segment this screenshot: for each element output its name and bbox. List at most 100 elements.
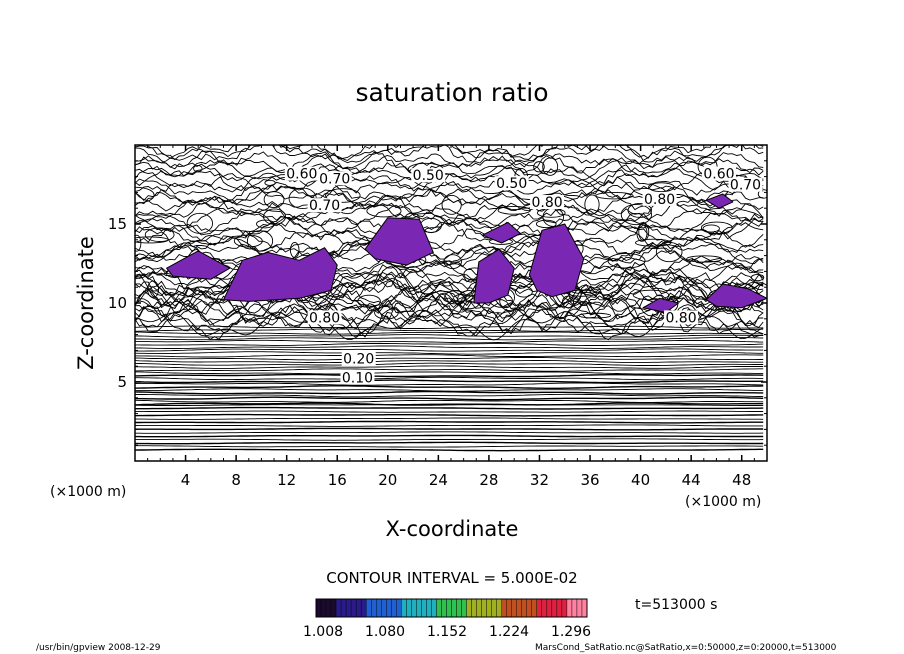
contour-label-bg-8 — [642, 191, 677, 206]
contour-cell-62 — [515, 285, 533, 298]
contour-cell-54 — [757, 189, 767, 199]
contour-line-4 — [135, 434, 764, 438]
purple-region-2 — [364, 217, 434, 266]
footer-left: /usr/bin/gpview 2008-12-29 — [36, 643, 161, 653]
contour-label-bg-1 — [317, 171, 352, 186]
purple-region-5 — [528, 223, 585, 298]
contour-cell-16 — [700, 221, 733, 234]
contour-line-34 — [135, 345, 764, 349]
contour-line-40 — [135, 328, 764, 332]
contour-line-37 — [135, 337, 764, 341]
colorbar-cell-28 — [456, 598, 462, 618]
y-tick-label-1: 10 — [108, 294, 127, 312]
colorbar-cell-31 — [471, 598, 477, 618]
purple-region-4 — [482, 221, 521, 244]
colorbar-cell-5 — [340, 598, 347, 618]
contour-cell-59 — [578, 312, 612, 319]
contour-cell-53 — [441, 195, 462, 215]
colorbar-cell-17 — [401, 598, 407, 618]
colorbar-cell-39 — [511, 598, 517, 618]
contour-cell-20 — [627, 202, 652, 218]
contour-cell-29 — [263, 208, 286, 225]
contour-cell-0 — [193, 164, 203, 173]
contour-line-2 — [135, 441, 764, 445]
contour-line-90 — [135, 145, 764, 164]
contour-line-48 — [135, 292, 764, 330]
colorbar-cell-19 — [411, 598, 417, 618]
supersaturation-regions — [166, 193, 767, 313]
contour-label-bg-2 — [411, 168, 446, 183]
contour-interval: CONTOUR INTERVAL = 5.000E-02 — [326, 569, 577, 587]
contour-line-24 — [135, 373, 764, 378]
contour-line-64 — [135, 253, 764, 280]
contour-label-bg-7 — [530, 195, 565, 210]
x-tick-label-3: 16 — [328, 471, 347, 489]
contour-line-81 — [135, 176, 764, 204]
contour-line-16 — [135, 396, 764, 401]
x-tick-label-2: 12 — [277, 471, 296, 489]
contour-line-89 — [135, 145, 764, 170]
colorbar-tick-label-4: 1.296 — [551, 624, 591, 640]
contour-line-29 — [135, 360, 764, 364]
colorbar-cell-53 — [581, 598, 588, 618]
contour-label-bg-11 — [341, 351, 376, 366]
contour-label-5: 0.70 — [730, 178, 761, 194]
x-tick-label-11: 48 — [732, 471, 751, 489]
colorbar-cell-22 — [426, 598, 432, 618]
colorbar-cell-48 — [556, 598, 563, 618]
contour-line-25 — [135, 371, 764, 375]
contour-line-15 — [135, 399, 764, 403]
y-tick-label-0: 5 — [117, 373, 127, 391]
contour-line-38 — [135, 334, 764, 338]
contour-line-5 — [135, 431, 764, 434]
colorbar-cell-42 — [526, 598, 532, 618]
colorbar-tick-label-2: 1.152 — [427, 624, 467, 640]
contour-label-3: 0.50 — [496, 176, 527, 192]
contour-label-7: 0.80 — [531, 195, 562, 211]
colorbar-cell-43 — [531, 598, 538, 618]
colorbar-cell-26 — [446, 598, 452, 618]
colorbar-cell-20 — [416, 598, 422, 618]
colorbar-tick-label-0: 1.008 — [303, 624, 343, 640]
contour-line-1 — [135, 445, 764, 448]
contour-line-10 — [135, 413, 764, 417]
purple-region-7 — [705, 283, 767, 309]
contour-line-28 — [135, 362, 764, 366]
colorbar-cell-1 — [320, 598, 327, 618]
contour-line-23 — [135, 376, 764, 381]
x-axis-label: X-coordinate — [386, 517, 519, 541]
contour-line-0 — [135, 448, 764, 452]
contour-cell-27 — [566, 289, 597, 297]
contour-cell-43 — [595, 192, 634, 200]
plot-area: 0.60 0.70 0.50 0.500.600.700.70 0.80 0.800.80… — [135, 145, 767, 461]
contour-line-19 — [135, 388, 764, 392]
purple-region-3 — [473, 248, 515, 304]
contour-cell-61 — [246, 230, 274, 252]
colorbar-cell-29 — [461, 598, 467, 618]
purple-region-6 — [642, 297, 679, 313]
colorbar-cell-33 — [481, 598, 487, 618]
contour-line-22 — [135, 379, 764, 384]
contour-line-47 — [135, 295, 764, 332]
contour-cell-24 — [264, 179, 276, 186]
contour-cell-60 — [655, 241, 683, 263]
contour-cell-8 — [366, 204, 402, 218]
contour-line-14 — [135, 402, 764, 406]
contour-line-88 — [135, 146, 764, 174]
colorbar-cell-0 — [315, 598, 322, 618]
contour-cell-23 — [584, 194, 600, 215]
contour-cell-66 — [620, 204, 652, 226]
contour-cell-40 — [535, 219, 557, 229]
contour-line-36 — [135, 339, 764, 344]
contour-line-33 — [135, 348, 764, 352]
contour-line-71 — [135, 221, 764, 248]
contour-cell-15 — [632, 289, 670, 301]
contour-cell-38 — [147, 280, 160, 299]
contour-line-26 — [135, 368, 764, 372]
purple-region-1 — [223, 247, 338, 302]
colorbar-cell-11 — [371, 598, 377, 618]
contour-label-bg-4 — [701, 166, 736, 181]
contour-cell-64 — [607, 252, 646, 269]
colorbar-cell-41 — [521, 598, 527, 618]
footer-right: MarsCond_SatRatio.nc@SatRatio,x=0:50000,… — [535, 643, 837, 653]
